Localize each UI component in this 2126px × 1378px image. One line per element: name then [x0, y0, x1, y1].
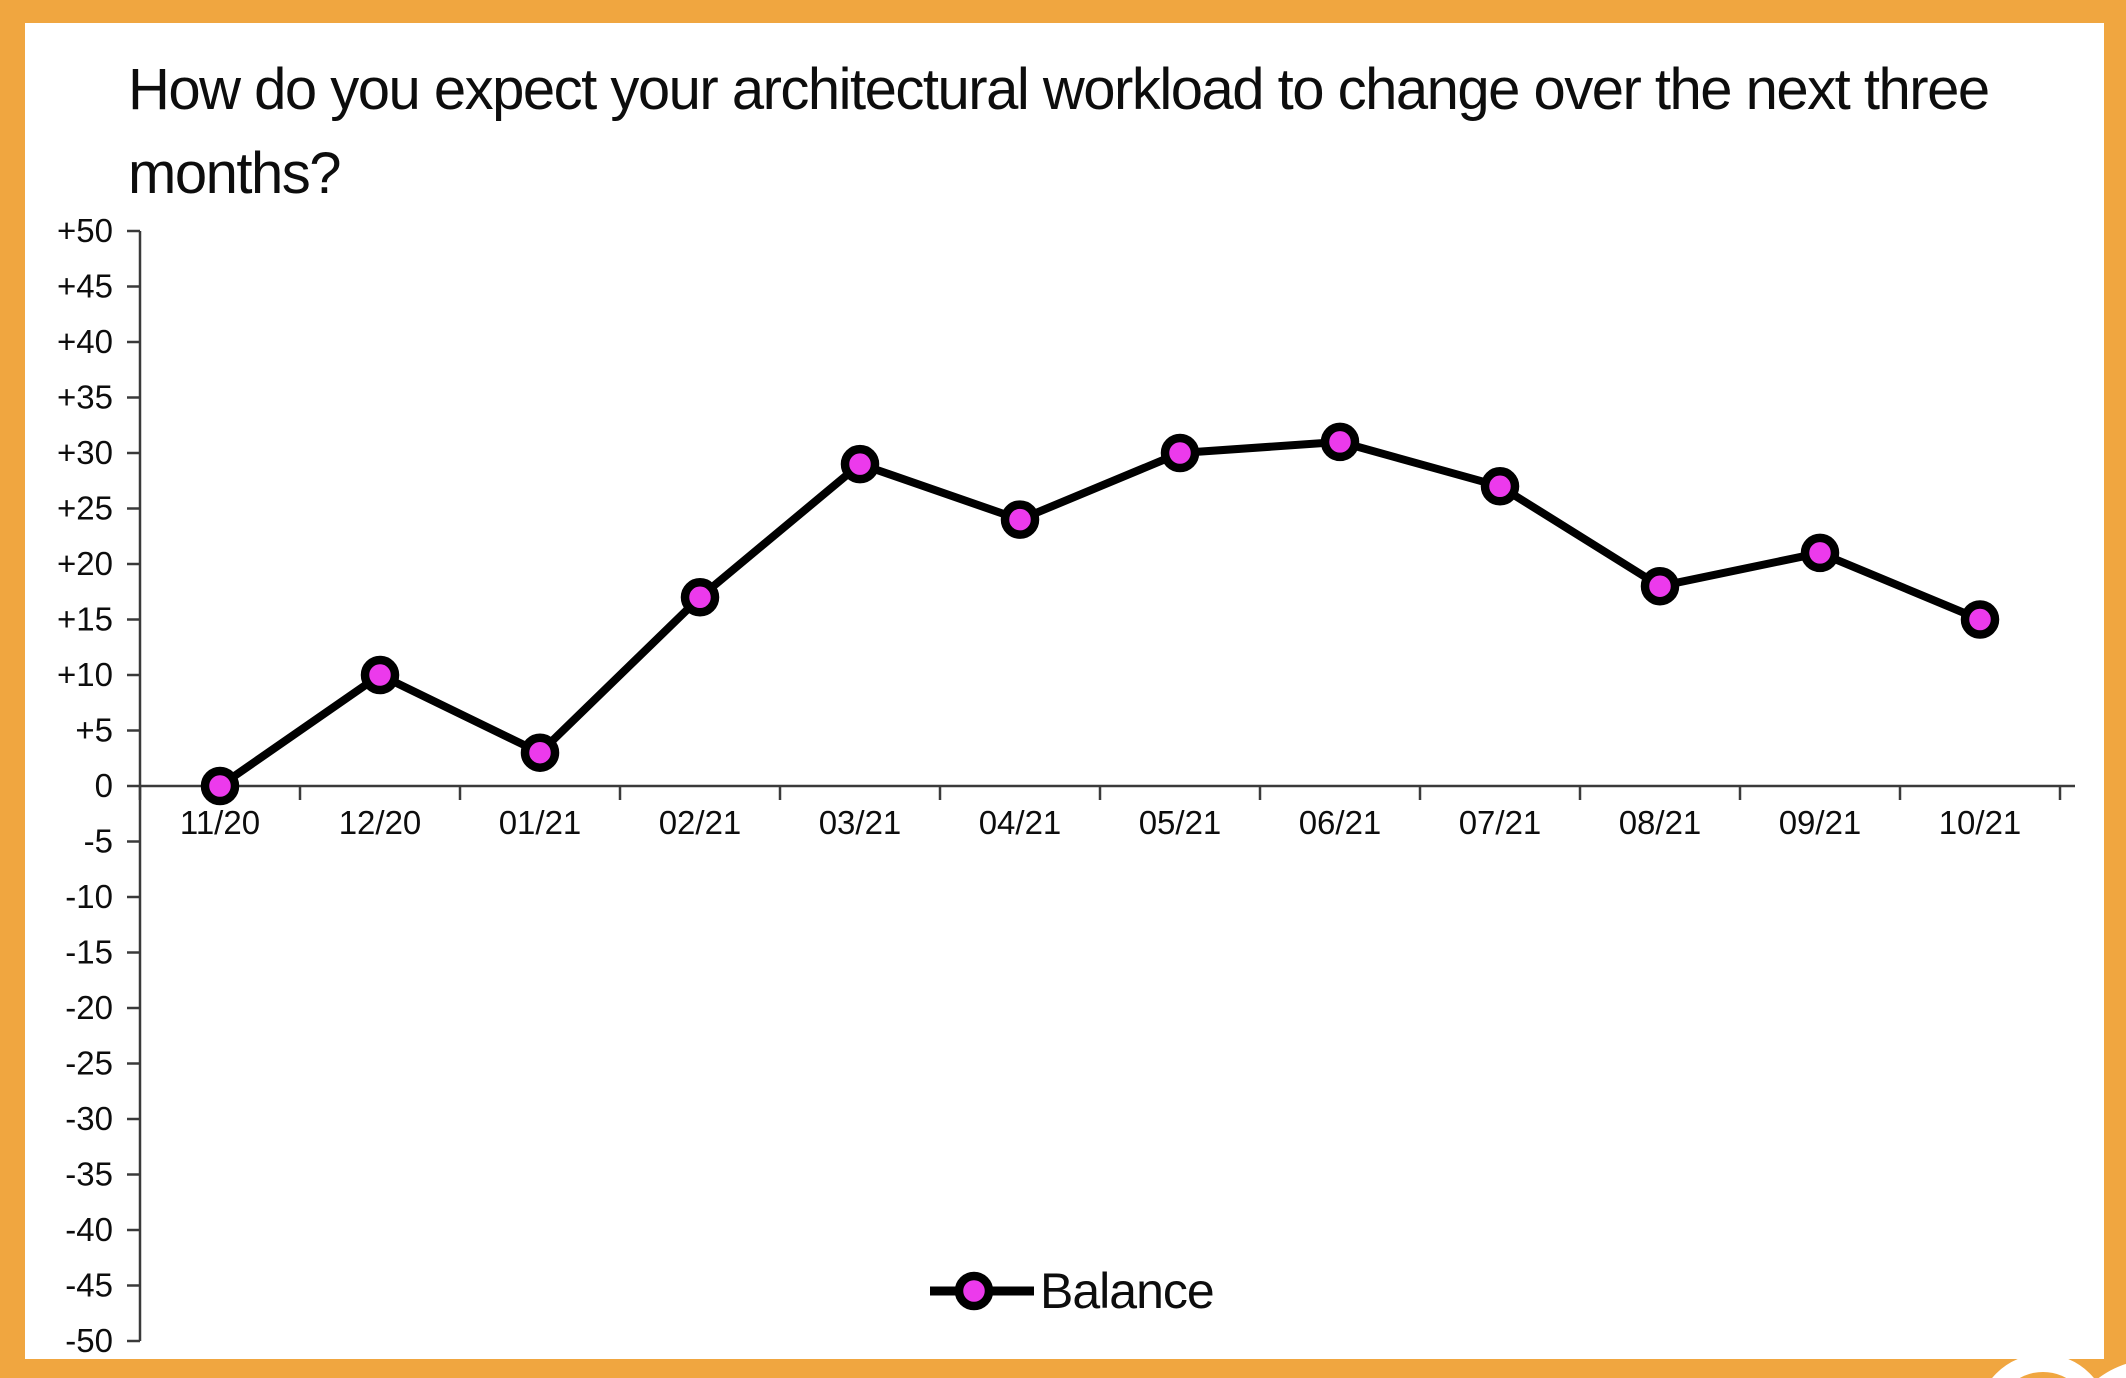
y-axis-tick-label: +20	[57, 545, 113, 582]
y-axis-tick-label: +25	[57, 490, 113, 527]
y-axis-tick-label: +45	[57, 268, 113, 305]
x-axis-label: 12/20	[339, 804, 422, 841]
y-axis-tick-label: -5	[84, 823, 113, 860]
y-axis-tick-label: +35	[57, 379, 113, 416]
data-point-marker[interactable]	[1800, 533, 1840, 573]
data-point-marker[interactable]	[680, 578, 720, 617]
y-axis-tick-label: 0	[95, 767, 113, 804]
y-axis-tick-label: +40	[57, 323, 113, 360]
y-axis-tick-label: +50	[57, 212, 113, 249]
y-axis-tick-label: +30	[57, 434, 113, 471]
y-axis-tick-label: -10	[65, 878, 113, 915]
chart-title: How do you expect your architectural wor…	[128, 57, 1990, 206]
x-axis-label: 01/21	[499, 804, 582, 841]
y-axis-tick-label: -45	[65, 1267, 113, 1304]
data-point-marker[interactable]	[840, 444, 880, 484]
data-point-marker[interactable]	[1640, 566, 1680, 606]
x-axis-label: 06/21	[1299, 804, 1382, 841]
x-axis-label: 08/21	[1619, 804, 1702, 841]
x-axis-label: 09/21	[1779, 804, 1862, 841]
legend[interactable]: Balance	[930, 1258, 1215, 1324]
series-line-balance	[216, 437, 1984, 790]
data-point-marker[interactable]	[360, 655, 400, 695]
x-axis-label: 02/21	[659, 804, 742, 841]
x-axis-label: 04/21	[979, 804, 1062, 841]
legend-label-balance: Balance	[1040, 1263, 1215, 1319]
y-axis-tick-label: -30	[65, 1100, 113, 1137]
x-axis-label: 05/21	[1139, 804, 1222, 841]
data-point-marker[interactable]	[520, 733, 560, 772]
y-axis-tick-label: -25	[65, 1045, 113, 1082]
data-point-marker[interactable]	[1480, 467, 1520, 506]
data-point-marker[interactable]	[1960, 600, 2000, 639]
y-axis-tick-label: -50	[65, 1322, 113, 1359]
data-point-marker[interactable]	[1320, 422, 1360, 462]
data-point-marker[interactable]	[1160, 433, 1200, 473]
corner-badge-circle-inner	[1995, 1372, 2091, 1378]
x-axis-label: 03/21	[819, 804, 902, 841]
data-point-marker[interactable]	[200, 766, 240, 806]
legend-line-marker-icon	[930, 1271, 1034, 1311]
y-axis-tick-label: -20	[65, 989, 113, 1026]
y-axis-tick-label: -35	[65, 1156, 113, 1193]
x-axis-label: 10/21	[1939, 804, 2022, 841]
x-axis-label: 11/20	[180, 804, 260, 841]
data-point-marker[interactable]	[1000, 500, 1040, 539]
x-axis-label: 07/21	[1459, 804, 1542, 841]
y-axis-tick-label: -15	[65, 934, 113, 971]
y-axis-tick-label: +10	[57, 656, 113, 693]
y-axis-tick-label: +15	[57, 601, 113, 638]
y-axis-tick-label: +5	[75, 712, 113, 749]
y-axis-tick-label: -40	[65, 1211, 113, 1248]
